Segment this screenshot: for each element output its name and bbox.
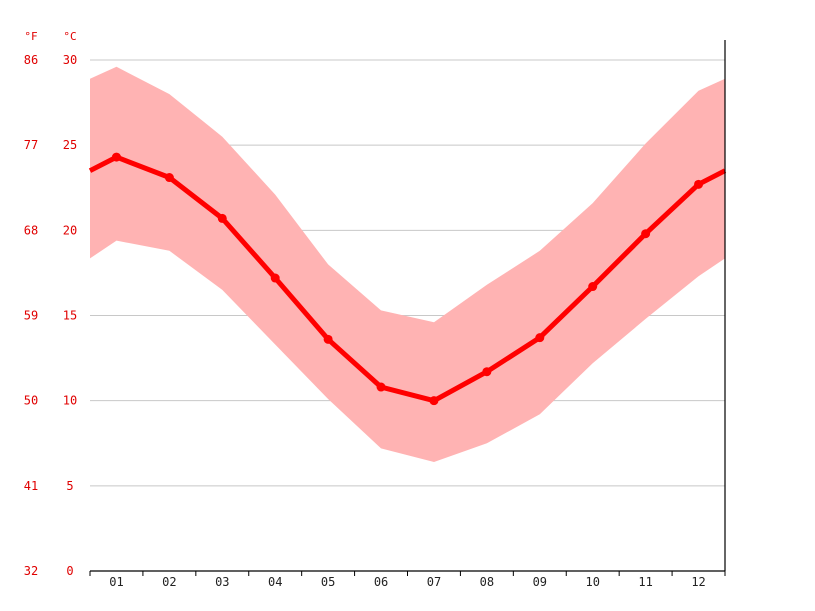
y-tick-labels: 32 0 41 5 50 10 59 15 68 20 77 25 86 30	[24, 53, 77, 578]
x-tick-label: 08	[480, 575, 494, 589]
y-tick-label-fahrenheit: 59	[24, 309, 38, 323]
y-tick-label-fahrenheit: 68	[24, 223, 38, 237]
y-tick-label-fahrenheit: 50	[24, 394, 38, 408]
data-point	[323, 334, 333, 344]
data-point	[641, 229, 651, 239]
data-point	[111, 152, 121, 162]
y-tick-label-fahrenheit: 32	[24, 564, 38, 578]
x-tick-label: 11	[638, 575, 652, 589]
x-tick-label: 01	[109, 575, 123, 589]
x-tick-labels: 01 02 03 04 05 06 07 08 09 10 11 12	[109, 575, 706, 589]
x-tick-label: 03	[215, 575, 229, 589]
data-point	[376, 382, 386, 392]
temperature-range-band	[90, 66, 725, 463]
data-points	[111, 152, 704, 406]
y-tick-label-fahrenheit: 86	[24, 53, 38, 67]
data-point	[270, 273, 280, 283]
unit-celsius-label: °C	[63, 30, 76, 43]
y-tick-label-celsius: 30	[63, 53, 77, 67]
x-tick-label: 07	[427, 575, 441, 589]
data-point	[217, 213, 227, 223]
y-tick-label-fahrenheit: 77	[24, 138, 38, 152]
y-tick-label-celsius: 0	[66, 564, 73, 578]
y-tick-label-celsius: 5	[66, 479, 73, 493]
data-point	[535, 333, 545, 343]
data-point	[694, 179, 704, 189]
data-point	[164, 173, 174, 183]
x-tick-label: 05	[321, 575, 335, 589]
x-tick-label: 02	[162, 575, 176, 589]
y-tick-label-celsius: 10	[63, 394, 77, 408]
series-line	[88, 154, 727, 404]
x-tick-marks	[89, 571, 726, 576]
x-tick-label: 09	[533, 575, 547, 589]
x-tick-label: 04	[268, 575, 282, 589]
x-tick-label: 12	[691, 575, 705, 589]
data-point	[482, 367, 492, 377]
y-tick-label-celsius: 20	[63, 223, 77, 237]
y-tick-label-celsius: 15	[63, 309, 77, 323]
y-tick-label-fahrenheit: 41	[24, 479, 38, 493]
x-tick-label: 10	[585, 575, 599, 589]
x-tick-label: 06	[374, 575, 388, 589]
data-point	[588, 282, 598, 292]
data-point	[429, 396, 439, 406]
y-tick-label-celsius: 25	[63, 138, 77, 152]
unit-fahrenheit-label: °F	[24, 30, 37, 43]
